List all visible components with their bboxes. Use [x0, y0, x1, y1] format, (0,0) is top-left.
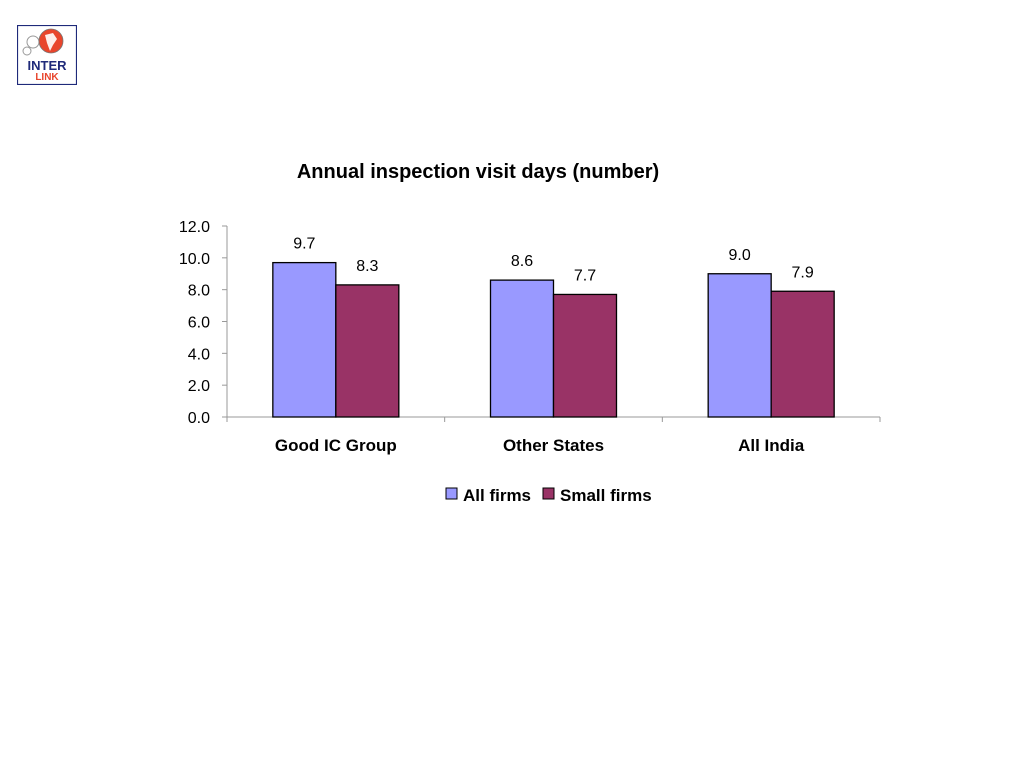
bar-small-firms — [552, 293, 618, 418]
y-tick-label: 6.0 — [188, 315, 210, 332]
data-label: 9.7 — [293, 236, 315, 253]
x-tick-label: All India — [738, 436, 805, 455]
chart-axes: 0.0 2.0 4.0 6.0 8.0 10.0 12.0 Good IC Group Othe… — [179, 219, 881, 455]
y-tick-label: 8.0 — [188, 283, 210, 300]
legend-swatch — [445, 487, 458, 500]
interlink-logo: INTER LINK — [17, 25, 77, 85]
bar-small-firms — [770, 290, 835, 418]
chart-legend: All firms Small firms — [445, 486, 652, 505]
y-tick-label: 12.0 — [179, 219, 210, 236]
legend-swatch — [542, 487, 555, 500]
y-tick-label: 10.0 — [179, 251, 210, 268]
bar-all-firms — [707, 273, 772, 418]
logo-text-bottom: LINK — [35, 72, 59, 83]
y-tick-label: 2.0 — [188, 378, 210, 395]
data-label: 8.6 — [511, 253, 533, 270]
data-label: 7.9 — [792, 264, 814, 281]
legend-label: Small firms — [560, 486, 652, 505]
bar-small-firms — [335, 284, 400, 418]
chart-title: Annual inspection visit days (number) — [297, 161, 659, 183]
logo-text-top: INTER — [28, 58, 68, 73]
data-label: 9.0 — [729, 247, 751, 264]
data-label: 8.3 — [356, 258, 378, 275]
data-label: 7.7 — [574, 267, 596, 284]
y-tick-label: 4.0 — [188, 346, 210, 363]
chart-bars: 9.7 8.3 8.6 7.7 9.0 7.9 — [272, 236, 835, 418]
bar-all-firms — [272, 261, 337, 418]
x-tick-label: Good IC Group — [275, 436, 397, 455]
bar-all-firms — [489, 279, 555, 418]
y-tick-label: 0.0 — [188, 410, 210, 427]
legend-label: All firms — [463, 486, 531, 505]
x-tick-label: Other States — [503, 436, 604, 455]
